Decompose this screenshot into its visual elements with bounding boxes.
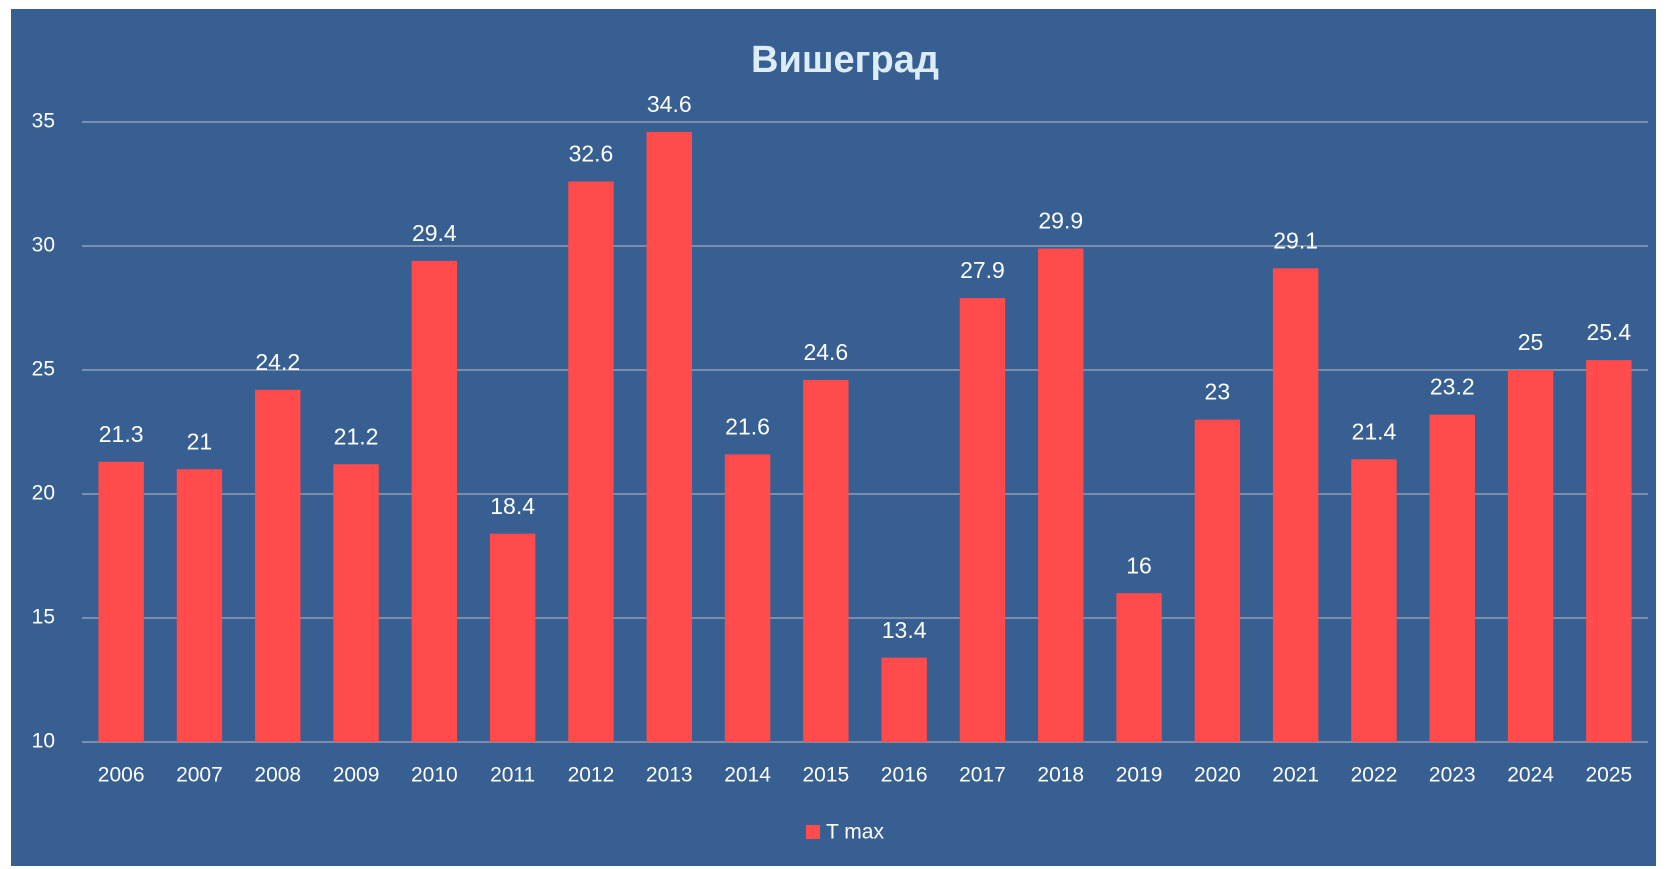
bar [411, 260, 458, 742]
bar [1116, 593, 1162, 742]
x-tick-label: 2025 [1585, 764, 1632, 787]
x-tick-label: 2010 [411, 764, 458, 787]
bar [489, 533, 536, 742]
bar [1272, 268, 1319, 742]
x-tick-label: 2008 [254, 764, 301, 787]
bar [1429, 414, 1475, 742]
bar [1586, 360, 1632, 742]
bar [959, 298, 1006, 742]
bar [803, 379, 849, 742]
x-tick-label: 2017 [959, 764, 1006, 787]
data-label: 29.1 [1273, 227, 1318, 253]
data-label: 29.9 [1038, 208, 1083, 234]
x-tick-label: 2015 [802, 764, 849, 787]
x-tick-label: 2024 [1507, 764, 1554, 787]
bar [724, 454, 771, 742]
data-label: 25 [1518, 329, 1544, 355]
bar [568, 181, 614, 742]
x-tick-label: 2013 [646, 764, 693, 787]
x-tick-label: 2016 [881, 764, 928, 787]
y-tick-label: 35 [32, 110, 55, 133]
bar [98, 461, 144, 742]
data-label: 18.4 [490, 493, 535, 519]
x-tick-label: 2019 [1116, 764, 1163, 787]
data-label: 32.6 [569, 141, 614, 167]
bar [1507, 370, 1554, 742]
data-label: 34.6 [647, 91, 692, 117]
y-tick-label: 15 [32, 606, 55, 629]
chart-title: Вишеград [751, 39, 939, 81]
bar [255, 389, 301, 742]
data-label: 25.4 [1586, 319, 1631, 345]
data-label: 13.4 [882, 617, 927, 643]
data-label: 23 [1205, 379, 1231, 405]
y-tick-label: 20 [32, 482, 55, 505]
x-tick-label: 2018 [1037, 764, 1084, 787]
legend-swatch [806, 825, 820, 839]
bar [881, 657, 927, 742]
bar [176, 469, 223, 742]
bar [333, 464, 379, 742]
x-tick-label: 2022 [1351, 764, 1398, 787]
bar [1194, 419, 1241, 742]
y-tick-label: 10 [32, 730, 55, 753]
legend-label: T max [826, 821, 884, 844]
x-tick-label: 2023 [1429, 764, 1476, 787]
data-label: 21.3 [99, 421, 144, 447]
x-tick-label: 2020 [1194, 764, 1241, 787]
bar [646, 131, 692, 743]
bar [1351, 459, 1397, 742]
data-label: 21.4 [1352, 418, 1397, 444]
data-label: 21.6 [725, 413, 770, 439]
x-tick-label: 2014 [724, 764, 771, 787]
data-label: 21.2 [334, 423, 379, 449]
x-tick-label: 2011 [490, 764, 535, 787]
bar [1038, 248, 1084, 743]
x-tick-label: 2007 [176, 764, 223, 787]
x-tick-label: 2012 [568, 764, 615, 787]
x-tick-label: 2006 [98, 764, 145, 787]
y-tick-label: 30 [32, 234, 55, 257]
data-label: 27.9 [960, 257, 1005, 283]
data-label: 21 [187, 428, 213, 454]
data-label: 24.6 [803, 339, 848, 365]
x-tick-label: 2021 [1272, 764, 1319, 787]
data-label: 24.2 [255, 349, 300, 375]
data-label: 16 [1126, 552, 1152, 578]
data-label: 29.4 [412, 220, 457, 246]
x-tick-label: 2009 [333, 764, 380, 787]
y-tick-label: 25 [32, 358, 55, 381]
data-label: 23.2 [1430, 374, 1475, 400]
